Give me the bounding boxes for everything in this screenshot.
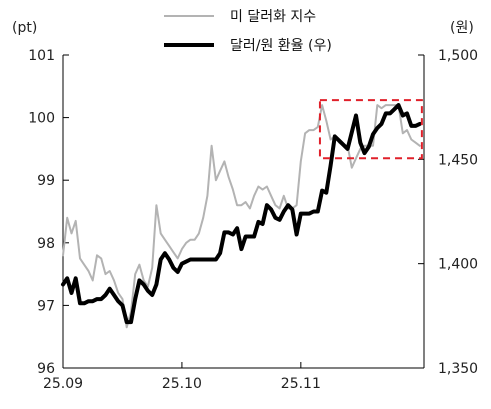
left-tick-label: 101 xyxy=(28,48,55,64)
left-tick-label: 96 xyxy=(37,361,55,377)
right-tick-label: 1,350 xyxy=(438,361,478,377)
x-tick-label: 25.10 xyxy=(162,376,202,392)
left-tick-label: 100 xyxy=(28,111,55,127)
x-axis-ticks: 25.09 25.10 25.11 xyxy=(43,362,321,392)
annotation-layer xyxy=(318,99,423,160)
right-tick-label: 1,500 xyxy=(438,48,478,64)
series-layer xyxy=(61,103,422,329)
x-tick-label: 25.11 xyxy=(281,376,321,392)
legend-label-dollar-index: 미 달러화 지수 xyxy=(230,9,316,25)
x-tick-label: 25.09 xyxy=(43,376,83,392)
legend-label-usdkrw: 달러/원 환율 (우) xyxy=(230,38,332,54)
right-unit-label: (원) xyxy=(450,20,474,36)
series-line-usdkrw xyxy=(61,103,422,325)
series-line-dollar-index xyxy=(62,104,421,329)
left-tick-label: 98 xyxy=(37,236,55,252)
right-axis-ticks: 1,350 1,400 1,450 1,500 xyxy=(418,48,478,377)
left-tick-label: 97 xyxy=(37,298,55,314)
right-tick-label: 1,450 xyxy=(438,152,478,168)
legend: 미 달러화 지수 달러/원 환율 (우) xyxy=(164,9,332,54)
right-tick-label: 1,400 xyxy=(438,257,478,273)
left-unit-label: (pt) xyxy=(12,20,37,36)
left-tick-label: 99 xyxy=(37,173,55,189)
left-axis-ticks: 96 97 98 99 100 101 xyxy=(28,48,69,377)
highlight-dashed-box xyxy=(318,99,423,160)
